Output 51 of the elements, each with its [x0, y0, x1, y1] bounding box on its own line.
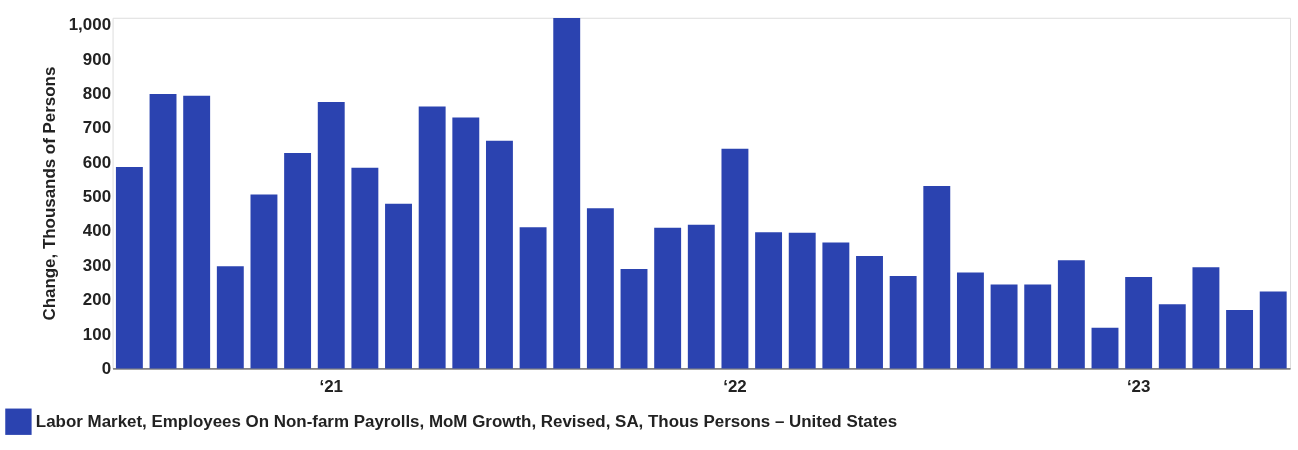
bar: [687, 224, 715, 369]
bar: [115, 166, 143, 369]
bar: [586, 208, 614, 369]
bar: [1226, 309, 1254, 369]
bar: [788, 232, 816, 369]
bar: [317, 102, 345, 369]
y-tick-label: 1,000: [68, 15, 112, 35]
y-tick-label: 300: [82, 255, 112, 275]
x-tick-label: ‘22: [723, 376, 747, 396]
bar: [452, 117, 480, 369]
bar: [822, 242, 850, 369]
x-tick-label: ‘23: [1126, 376, 1151, 396]
bar: [284, 152, 312, 369]
bar: [654, 227, 682, 369]
y-tick-label: 100: [82, 324, 112, 344]
y-axis-title: Change, Thousands of Persons: [39, 66, 59, 321]
y-tick-label: 900: [82, 49, 112, 69]
bar: [183, 95, 211, 369]
bar: [990, 284, 1018, 369]
bar: [1259, 291, 1287, 369]
y-tick-label: 400: [82, 221, 112, 241]
y-tick-label: 0: [101, 358, 112, 378]
bar: [889, 275, 917, 369]
bar: [385, 203, 412, 369]
bar: [721, 148, 749, 369]
bar: [1192, 267, 1220, 369]
y-tick-label: 200: [82, 290, 112, 310]
x-tick-label: ‘21: [319, 376, 343, 396]
bar: [923, 185, 951, 369]
bar: [1125, 276, 1153, 369]
y-tick-label: 500: [82, 187, 112, 207]
bar: [351, 167, 379, 369]
bar: [856, 256, 883, 369]
bar: [956, 272, 984, 369]
bar: [1024, 284, 1052, 369]
bar: [418, 106, 446, 369]
bar: [755, 232, 783, 369]
bar: [1057, 260, 1085, 369]
bar: [250, 194, 278, 369]
bar: [149, 94, 177, 369]
bar: [620, 269, 648, 369]
bar: [1158, 304, 1186, 369]
bar: [553, 18, 581, 369]
bar: [1091, 327, 1119, 369]
bar: [216, 266, 244, 369]
y-tick-label: 600: [82, 152, 112, 172]
bar: [519, 227, 547, 369]
y-tick-label: 800: [82, 83, 112, 103]
legend-label: Labor Market, Employees On Non-farm Payrolls, MoM Growth, Revised, SA, Thous Persons – United States: [35, 411, 898, 431]
bar: [485, 140, 513, 369]
y-tick-label: 700: [82, 118, 112, 138]
